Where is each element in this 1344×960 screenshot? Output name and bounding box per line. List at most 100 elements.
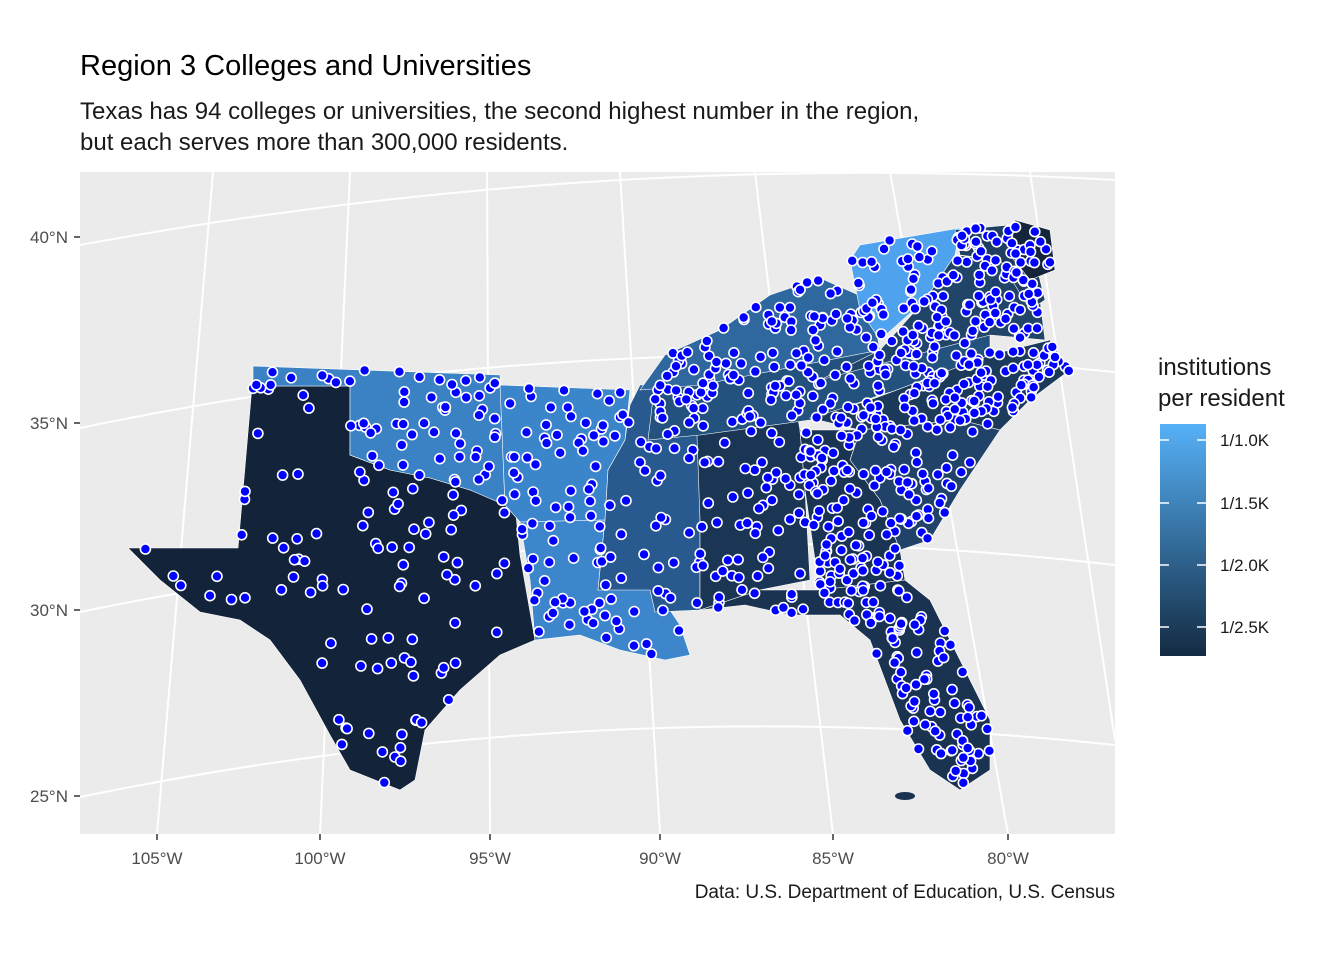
institution-point	[1003, 290, 1016, 303]
institution-point	[1006, 237, 1018, 249]
institution-point	[876, 505, 889, 518]
institution-point	[540, 437, 553, 449]
institution-point	[522, 562, 535, 574]
institution-point	[397, 418, 410, 430]
institution-point	[968, 407, 981, 419]
institution-point	[790, 347, 803, 360]
institution-point	[266, 366, 279, 379]
institution-point	[766, 494, 778, 507]
institution-point	[1014, 331, 1026, 344]
institution-point	[957, 751, 970, 764]
institution-points	[139, 221, 1075, 789]
institution-point	[139, 543, 152, 555]
institution-point	[769, 380, 782, 392]
institution-point	[753, 502, 765, 515]
institution-point	[616, 408, 629, 421]
institution-point	[645, 648, 658, 660]
institution-point	[667, 556, 680, 569]
institution-point	[893, 512, 906, 525]
institution-point	[793, 507, 805, 519]
institution-point	[634, 456, 646, 469]
institution-point	[529, 458, 542, 471]
institution-point	[975, 245, 987, 258]
institution-point	[597, 435, 610, 448]
institution-point	[453, 451, 466, 463]
institution-point	[898, 401, 911, 414]
institution-point	[549, 501, 562, 514]
institution-point	[387, 486, 400, 499]
institution-point	[622, 416, 635, 429]
institution-point	[726, 415, 739, 428]
institution-point	[490, 626, 503, 639]
institution-point	[554, 446, 567, 459]
institution-point	[850, 539, 862, 552]
institution-point	[691, 597, 703, 609]
lon-tick-label: 90°W	[639, 849, 681, 868]
institution-point	[276, 469, 289, 481]
institution-point	[446, 378, 458, 391]
institution-point	[264, 379, 277, 391]
institution-point	[1015, 379, 1028, 391]
lat-tick-label: 25°N	[30, 787, 68, 806]
institution-point	[901, 476, 914, 489]
institution-point	[938, 506, 951, 519]
institution-point	[856, 564, 869, 577]
institution-point	[819, 549, 831, 562]
institution-point	[883, 234, 896, 247]
institution-point	[1027, 381, 1040, 394]
institution-point	[907, 360, 920, 373]
institution-point	[754, 416, 767, 429]
institution-point	[743, 410, 756, 423]
institution-point	[727, 369, 740, 381]
institution-point	[869, 413, 882, 425]
institution-point	[406, 428, 418, 441]
lat-tick-label: 35°N	[30, 414, 68, 433]
institution-point	[989, 286, 1002, 298]
institution-point	[765, 427, 778, 439]
institution-point	[614, 386, 627, 399]
institution-point	[508, 466, 520, 479]
institution-point	[1010, 266, 1023, 279]
institution-point	[716, 565, 729, 577]
institution-point	[382, 632, 395, 644]
institution-point	[807, 519, 820, 531]
institution-point	[958, 378, 970, 390]
institution-point	[578, 605, 591, 618]
institution-point	[928, 340, 941, 353]
institution-point	[884, 612, 896, 625]
institution-point	[652, 561, 665, 574]
institution-point	[948, 403, 961, 416]
institution-point	[528, 594, 541, 607]
institution-point	[341, 722, 353, 735]
institution-point	[297, 389, 310, 402]
institution-point	[875, 328, 888, 340]
institution-point	[1031, 322, 1043, 335]
institution-point	[720, 357, 732, 370]
institution-point	[845, 584, 858, 597]
institution-point	[806, 390, 819, 402]
institution-point	[405, 656, 417, 668]
institution-point	[615, 528, 628, 541]
institution-point	[794, 567, 806, 580]
institution-point	[365, 633, 378, 645]
institution-point	[846, 254, 859, 267]
institution-point	[825, 475, 837, 487]
institution-point	[683, 416, 695, 429]
institution-point	[498, 506, 511, 519]
institution-point	[533, 625, 545, 638]
institution-point	[879, 368, 892, 381]
institution-point	[469, 451, 482, 463]
institution-point	[841, 574, 853, 587]
institution-point	[963, 298, 976, 311]
institution-point	[793, 488, 805, 501]
institution-point	[972, 290, 985, 302]
institution-point	[809, 334, 822, 347]
institution-point	[993, 348, 1006, 361]
institution-point	[937, 651, 950, 664]
institution-point	[549, 596, 561, 609]
institution-point	[951, 254, 964, 267]
institution-point	[919, 718, 932, 731]
institution-point	[908, 715, 920, 728]
institution-point	[866, 296, 879, 309]
institution-point	[694, 547, 707, 560]
